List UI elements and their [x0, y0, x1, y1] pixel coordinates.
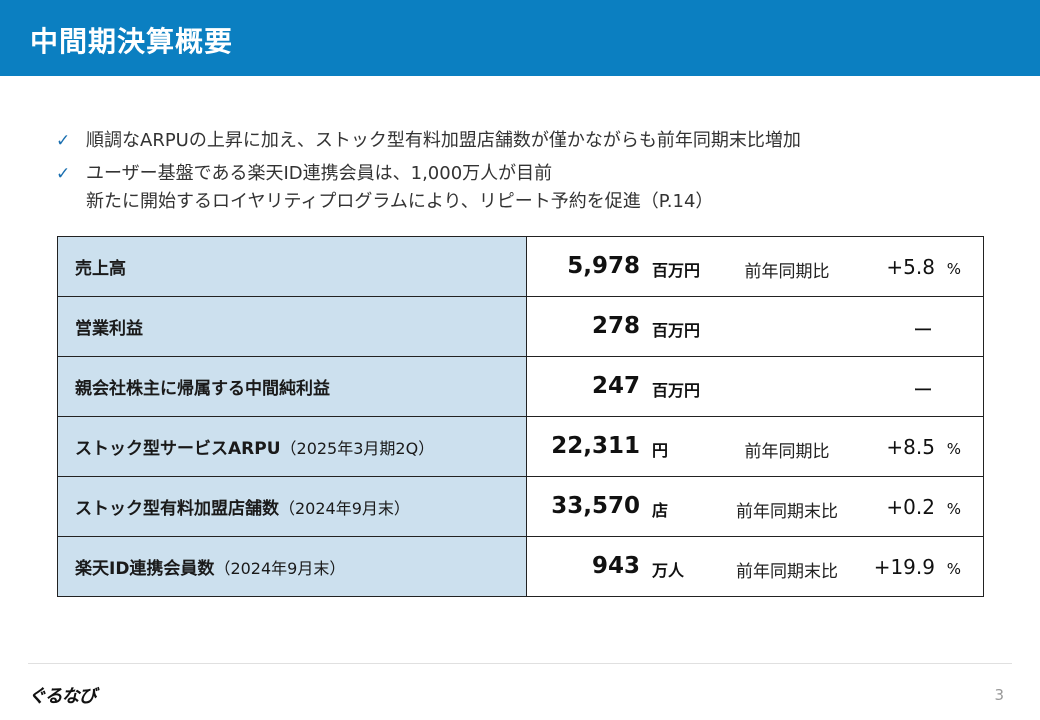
comparison-value: +8.5 — [886, 435, 935, 459]
row-value: 943 — [591, 553, 640, 579]
comparison-label: 前年同期末比 — [736, 562, 838, 582]
row-unit: 店 — [652, 501, 669, 520]
no-comparison-dash: ー — [913, 318, 933, 342]
check-icon: ✓ — [56, 131, 71, 151]
row-values: 33,570 店 前年同期末比 +0.2% — [526, 476, 984, 537]
table-row: 営業利益 278 百万円 ー — [57, 296, 984, 357]
table-row: 楽天ID連携会員数（2024年9月末） 943 万人 前年同期末比 +19.9% — [57, 536, 984, 597]
row-unit: 万人 — [652, 561, 685, 580]
row-unit: 円 — [652, 441, 669, 460]
row-values: 278 百万円 ー — [526, 296, 984, 357]
row-values: 943 万人 前年同期末比 +19.9% — [526, 536, 984, 597]
row-unit: 百万円 — [652, 381, 701, 400]
bullet-item: ✓ ユーザー基盤である楽天ID連携会員は、1,000万人が目前 新たに開始するロ… — [56, 160, 801, 216]
row-value: 33,570 — [551, 493, 640, 519]
table-row: 親会社株主に帰属する中間純利益 247 百万円 ー — [57, 356, 984, 417]
bullet-text: 順調なARPUの上昇に加え、ストック型有料加盟店舗数が僅かながらも前年同期末比増… — [86, 130, 801, 151]
table-row: ストック型サービスARPU（2025年3月期2Q） 22,311 円 前年同期比 +8.… — [57, 416, 984, 477]
row-label: 売上高 — [57, 236, 527, 297]
row-label-text: ストック型サービスARPU — [75, 439, 281, 459]
row-label: 営業利益 — [57, 296, 527, 357]
row-label: 楽天ID連携会員数（2024年9月末） — [57, 536, 527, 597]
row-label-note: （2024年9月末） — [279, 499, 410, 518]
row-label-note: （2025年3月期2Q） — [280, 439, 435, 458]
page-number: 3 — [994, 686, 1004, 704]
row-values: 5,978 百万円 前年同期比 +5.8% — [526, 236, 984, 297]
row-values: 22,311 円 前年同期比 +8.5% — [526, 416, 984, 477]
summary-table: 売上高 5,978 百万円 前年同期比 +5.8% 営業利益 278 百万円ー親会社株主に帰属… — [57, 236, 984, 597]
row-value: 22,311 — [551, 433, 640, 459]
comparison-value: +5.8 — [886, 255, 935, 279]
row-value: 247 — [591, 373, 640, 399]
row-label: 親会社株主に帰属する中間純利益 — [57, 356, 527, 417]
comparison-label: 前年同期比 — [744, 262, 830, 282]
percent-sign: % — [946, 500, 961, 518]
comparison-label: 前年同期比 — [744, 442, 830, 462]
row-label-text: 営業利益 — [75, 319, 143, 339]
check-icon: ✓ — [56, 164, 71, 184]
row-label: ストック型有料加盟店舗数（2024年9月末） — [57, 476, 527, 537]
bullet-text: ユーザー基盤である楽天ID連携会員は、1,000万人が目前 — [86, 163, 553, 184]
row-label-text: 親会社株主に帰属する中間純利益 — [75, 379, 330, 399]
comparison-value: +19.9 — [873, 555, 935, 579]
table-row: 売上高 5,978 百万円 前年同期比 +5.8% — [57, 236, 984, 297]
row-label: ストック型サービスARPU（2025年3月期2Q） — [57, 416, 527, 477]
row-label-text: 楽天ID連携会員数 — [75, 559, 215, 579]
row-label-text: ストック型有料加盟店舗数 — [75, 499, 279, 519]
bullet-text: 新たに開始するロイヤリティプログラムにより、リピート予約を促進（P.14） — [86, 191, 714, 212]
row-unit: 百万円 — [652, 321, 701, 340]
company-logo: ぐるなび — [28, 686, 97, 707]
percent-sign: % — [946, 260, 961, 278]
row-unit: 百万円 — [652, 261, 701, 280]
bullet-item: ✓ 順調なARPUの上昇に加え、ストック型有料加盟店舗数が僅かながらも前年同期末… — [56, 127, 801, 155]
row-label-text: 売上高 — [75, 259, 126, 279]
no-comparison-dash: ー — [913, 378, 933, 402]
row-value: 278 — [591, 313, 640, 339]
percent-sign: % — [946, 560, 961, 578]
page-title: 中間期決算概要 — [30, 25, 234, 58]
table-row: ストック型有料加盟店舗数（2024年9月末） 33,570 店 前年同期末比 +0.2% — [57, 476, 984, 537]
percent-sign: % — [946, 440, 961, 458]
bullet-list: ✓ 順調なARPUの上昇に加え、ストック型有料加盟店舗数が僅かながらも前年同期末… — [56, 127, 801, 216]
row-values: 247 百万円 ー — [526, 356, 984, 417]
comparison-label: 前年同期末比 — [736, 502, 838, 522]
comparison-value: +0.2 — [886, 495, 935, 519]
row-label-note: （2024年9月末） — [214, 559, 346, 578]
footer-divider — [28, 663, 1012, 664]
row-value: 5,978 — [567, 253, 640, 279]
header-bar: 中間期決算概要 — [0, 0, 1040, 76]
